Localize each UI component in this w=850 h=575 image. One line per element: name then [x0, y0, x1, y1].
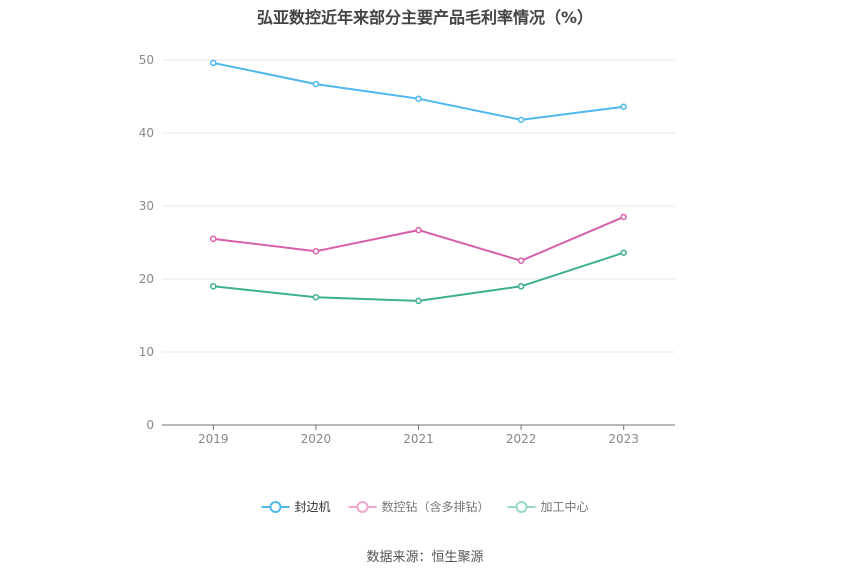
y-tick-label: 0 [146, 418, 154, 432]
legend-marker [269, 501, 282, 513]
data-point [415, 95, 422, 102]
y-tick-label: 50 [139, 53, 154, 67]
data-point [312, 80, 320, 88]
y-tick-label: 30 [139, 199, 154, 213]
data-point [517, 257, 525, 264]
x-tick-label: 2020 [301, 432, 332, 446]
data-source: 数据来源：恒生聚源 [366, 550, 484, 565]
y-tick-label: 40 [139, 126, 154, 140]
data-point [620, 103, 627, 110]
data-point [620, 213, 627, 221]
chart-title: 弘亚数控近年来部分主要产品毛利率情况（%） [256, 8, 594, 27]
legend-marker [515, 501, 528, 513]
legend-marker [356, 501, 369, 513]
data-point [312, 248, 320, 255]
legend-label: 数控钻（含多排钻） [381, 499, 489, 514]
data-point [517, 116, 525, 124]
series-line [213, 251, 625, 302]
data-point [517, 283, 525, 290]
y-axis-ticks: 0 10 20 30 40 50 [139, 53, 154, 432]
x-tick-label: 2022 [506, 432, 537, 446]
data-point [210, 283, 217, 290]
series-line [213, 61, 624, 121]
data-point [620, 249, 627, 256]
series-lines [210, 59, 627, 305]
data-point [415, 297, 422, 305]
legend-label: 封边机 [294, 500, 330, 514]
y-tick-label: 20 [139, 272, 154, 286]
series-line [213, 216, 625, 262]
x-tick-label: 2019 [198, 432, 229, 446]
x-axis: 2019 2020 2021 2022 2023 [162, 424, 675, 446]
legend-label: 加工中心 [541, 499, 589, 514]
data-point [210, 59, 217, 67]
x-tick-label: 2021 [403, 432, 434, 446]
grid-lines [162, 59, 675, 353]
x-tick-label: 2023 [608, 432, 639, 446]
legend: 封边机 数控钻（含多排钻） 加工中心 [261, 499, 589, 514]
y-tick-label: 10 [139, 345, 154, 359]
data-point [210, 235, 217, 243]
data-point [312, 294, 320, 301]
data-point [415, 226, 422, 234]
